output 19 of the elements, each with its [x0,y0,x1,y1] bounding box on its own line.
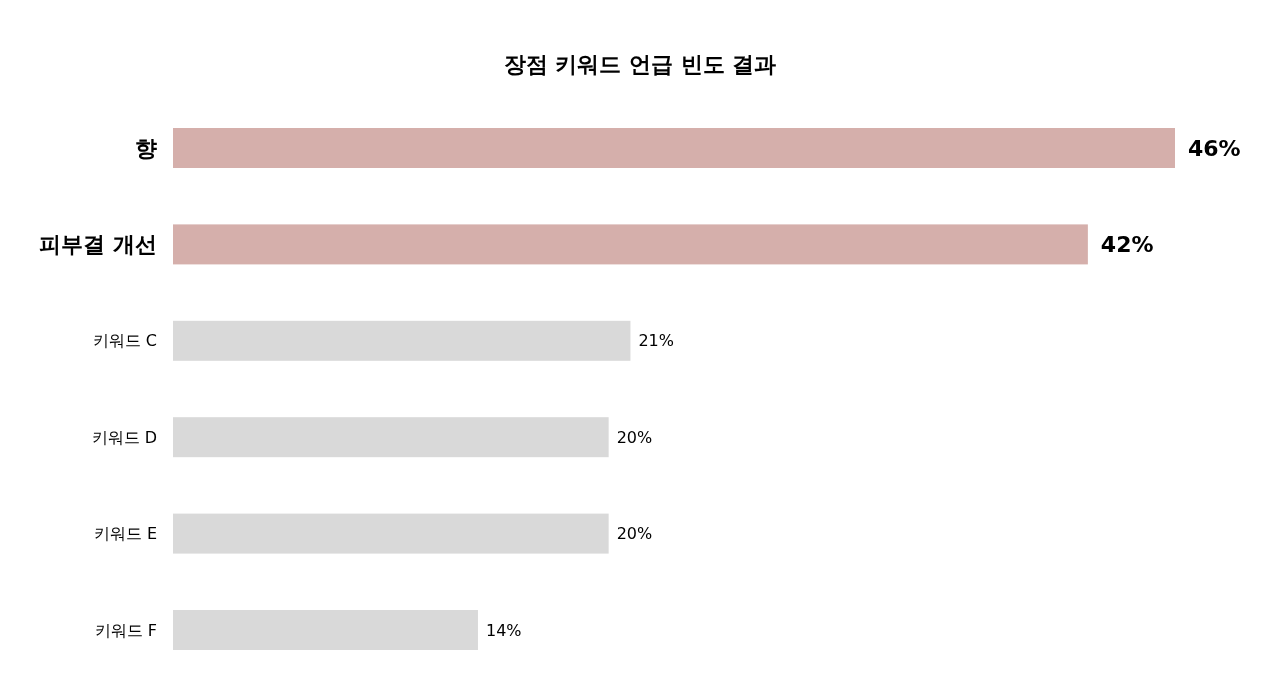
y-tick-label: 키워드 E [93,524,157,544]
bar [173,320,631,361]
bar [173,224,1088,265]
y-tick-label: 키워드 C [92,331,157,351]
bar [173,417,609,458]
chart-title: 장점 키워드 언급 빈도 결과 [503,52,777,77]
data-label: 46% [1188,135,1241,161]
data-label: 42% [1100,231,1154,257]
bar [173,128,1175,168]
y-tick-label: 키워드 D [91,427,157,447]
y-tick-label: 키워드 F [94,620,157,640]
data-label: 20% [616,524,653,544]
data-label: 21% [638,331,674,351]
bar [173,513,609,554]
data-label: 20% [616,427,653,447]
y-tick-label: 피부결 개선 [39,231,157,257]
bar [173,610,478,650]
data-label: 14% [485,620,522,640]
y-tick-label: 향 [135,135,157,161]
